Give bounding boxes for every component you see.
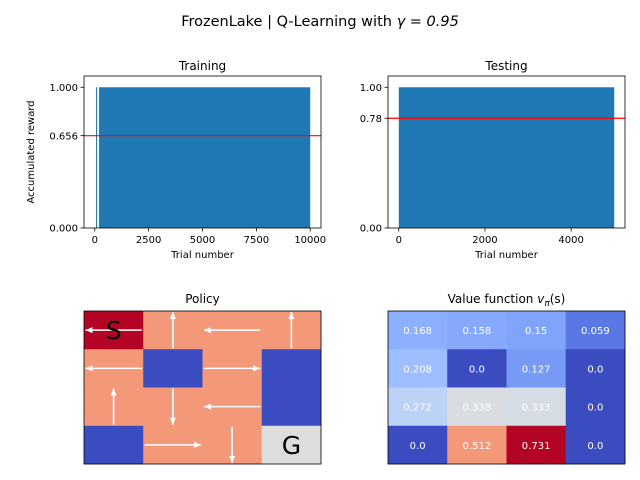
axes-frame (387, 310, 626, 465)
value-label: 0.168 (403, 326, 432, 337)
value-cell (506, 387, 567, 427)
value-label: 0.333 (522, 403, 551, 414)
y-tick-label: 0.00 (360, 224, 382, 235)
value-label: 0.512 (463, 441, 492, 452)
x-tick-label: 7500 (244, 235, 269, 246)
policy-arrow-left (85, 365, 142, 372)
x-tick-label: 10000 (294, 235, 326, 246)
figure-suptitle: FrozenLake | Q-Learning with γ = 0.95 (181, 14, 459, 30)
value-cell (388, 425, 448, 465)
value-cell (447, 311, 507, 350)
value-label: 0.208 (403, 364, 432, 375)
policy-arrow-down (169, 388, 176, 425)
policy-arrow-up (169, 311, 176, 349)
y-tick-label: 1.00 (360, 83, 382, 94)
policy-arrow-right (144, 441, 202, 448)
value-cell (506, 425, 567, 465)
start-label: S (106, 316, 122, 345)
value-label: 0.127 (522, 364, 551, 375)
policy-cell (84, 425, 144, 465)
value-cell (565, 311, 626, 350)
value-cell (388, 387, 448, 427)
value-label: 0.158 (463, 326, 492, 337)
value-label: 0.0 (469, 364, 485, 375)
value-label: 0.15 (525, 326, 547, 337)
policy-arrow-up (288, 311, 295, 349)
value-label: 0.0 (587, 403, 603, 414)
value-cell (506, 349, 567, 388)
policy-arrow-left (203, 403, 261, 410)
value-label: 0.338 (463, 403, 492, 414)
policy-cell (143, 349, 203, 388)
policy-chart: S G Policy (83, 292, 322, 465)
chart-title: Policy (185, 292, 220, 306)
value-cell (565, 387, 626, 427)
value-label: 0.272 (403, 403, 432, 414)
policy-arrow-left (203, 327, 261, 334)
policy-cell (261, 425, 322, 465)
x-tick-label: 0 (92, 235, 98, 246)
y-tick-label: 1.000 (49, 83, 78, 94)
reward-bar (398, 87, 615, 228)
y-tick-label: 0.656 (49, 131, 78, 142)
value-label: 0.0 (587, 364, 603, 375)
value-label: 0.731 (522, 441, 551, 452)
x-tick-label: 5000 (190, 235, 215, 246)
reward-bar (99, 87, 311, 228)
value-label: 0.0 (410, 441, 426, 452)
x-axis-label: Trial number (170, 250, 235, 261)
axes-frame (83, 310, 322, 465)
value-label: 0.0 (587, 441, 603, 452)
value-cell (388, 349, 448, 388)
y-tick-label: 0.000 (49, 224, 78, 235)
value-label: 0.059 (581, 326, 610, 337)
axes-frame (387, 75, 626, 229)
x-tick-label: 2500 (136, 235, 161, 246)
y-tick-label: 0.78 (360, 114, 382, 125)
training-chart: 0 2500 5000 7500 10000 0.000 0.656 1.000 Trainin… (26, 59, 326, 261)
chart-title: Training (178, 59, 226, 73)
x-tick-label: 4000 (558, 235, 583, 246)
chart-title: Value function vπ(s) (448, 292, 566, 309)
policy-arrow-down (229, 426, 236, 464)
goal-label: G (282, 431, 301, 460)
reward-bar (96, 87, 98, 228)
y-axis-label: Accumulated reward (26, 100, 37, 203)
policy-arrow-up (110, 388, 117, 425)
value-cell (447, 387, 507, 427)
value-cell (447, 425, 507, 465)
value-cell (388, 311, 448, 350)
x-tick-label: 2000 (472, 235, 497, 246)
value-function-chart: 0.168 0.158 0.15 0.059 0.208 0.0 0.127 0.0 0.272… (387, 292, 626, 465)
chart-title: Testing (484, 59, 527, 73)
policy-arrow-right (203, 365, 261, 372)
testing-chart: 0 2000 4000 0.00 0.78 1.00 Testing Trial number (360, 59, 626, 261)
policy-cell (261, 349, 322, 388)
value-cell (565, 425, 626, 465)
value-cell (447, 349, 507, 388)
value-cell (506, 311, 567, 350)
policy-arrow-left (85, 327, 142, 334)
value-cell (565, 349, 626, 388)
policy-cell (261, 387, 322, 427)
x-tick-label: 0 (396, 235, 402, 246)
x-axis-label: Trial number (474, 250, 539, 261)
